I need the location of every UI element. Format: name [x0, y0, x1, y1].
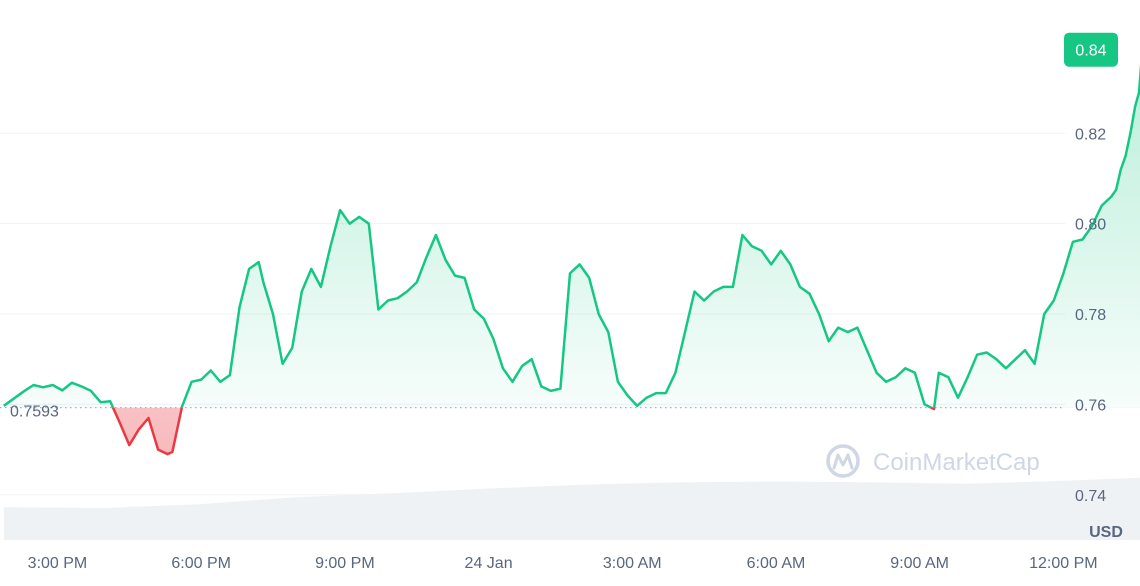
y-tick-label: 0.80	[1075, 217, 1106, 234]
x-tick-label: 12:00 PM	[1029, 555, 1097, 572]
current-price-badge[interactable]: 0.84	[1064, 32, 1118, 67]
price-line-above[interactable]	[3, 50, 1140, 454]
coinmarketcap-logo-icon	[826, 444, 860, 478]
x-tick-label: 6:00 PM	[171, 555, 231, 572]
y-axis: 0.74 0.76 0.78 0.80 0.82	[1075, 126, 1106, 505]
price-area-above	[3, 79, 1140, 408]
x-tick-label: 9:00 PM	[315, 555, 375, 572]
y-tick-label: 0.82	[1075, 126, 1106, 143]
x-tick-label: 3:00 AM	[603, 555, 662, 572]
x-axis: 3:00 PM 6:00 PM 9:00 PM 24 Jan 3:00 AM 6:00 A…	[28, 555, 1098, 572]
x-tick-label: 6:00 AM	[747, 555, 806, 572]
reference-price-label: 0.7593	[10, 404, 59, 421]
y-tick-label: 0.76	[1075, 397, 1106, 414]
x-tick-label: 3:00 PM	[28, 555, 88, 572]
current-price-label: 0.84	[1075, 43, 1106, 60]
watermark: CoinMarketCap	[826, 444, 1040, 478]
watermark-text: CoinMarketCap	[873, 449, 1040, 476]
x-tick-label: 24 Jan	[465, 555, 513, 572]
x-tick-label: 9:00 AM	[890, 555, 949, 572]
y-tick-label: 0.78	[1075, 307, 1106, 324]
volume-area	[3, 477, 1140, 540]
currency-label: USD	[1089, 524, 1123, 541]
y-tick-label: 0.74	[1075, 488, 1106, 505]
